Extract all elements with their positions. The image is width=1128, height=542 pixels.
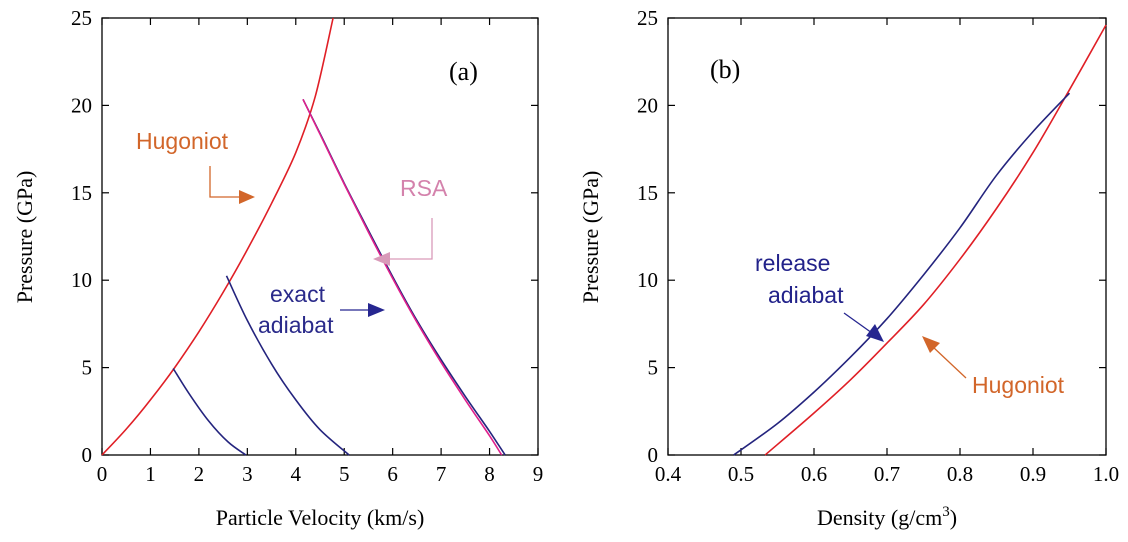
y-tick-label-a-1: 5 bbox=[82, 356, 93, 380]
series-line-a-1-0 bbox=[172, 368, 247, 456]
y-tick-label-a-2: 10 bbox=[71, 268, 92, 292]
annotation-rsa-a: RSA bbox=[400, 175, 448, 201]
curves-a bbox=[101, 17, 506, 456]
y-tick-label-a-3: 15 bbox=[71, 181, 92, 205]
x-tick-label-a-5: 5 bbox=[339, 462, 350, 486]
panel-label-b: (b) bbox=[710, 55, 740, 84]
y-axis-label-b: Pressure (GPa) bbox=[578, 171, 603, 304]
panel-label-a: (a) bbox=[449, 57, 478, 86]
chart-panel-a: 0 1 2 3 4 5 6 7 8 9 0 5 10 15 20 25 (a) Particle Veloci… bbox=[12, 6, 543, 530]
arrow-rsa-a bbox=[388, 218, 433, 260]
x-axis-label-b-sup: 3 bbox=[942, 504, 950, 520]
x-tick-label-b-5: 0.9 bbox=[1020, 462, 1046, 486]
plot-frame-a bbox=[101, 17, 539, 456]
annotation-release-b: release bbox=[755, 250, 830, 276]
ticks-a: 0 1 2 3 4 5 6 7 8 9 0 5 10 15 20 25 bbox=[71, 6, 543, 486]
arrowhead-hugoniot-b bbox=[922, 336, 940, 353]
x-axis-label-b-suffix: ) bbox=[950, 505, 957, 530]
x-tick-label-b-6: 1.0 bbox=[1093, 462, 1119, 486]
series-line-a-1-1 bbox=[225, 275, 350, 456]
arrow-hugoniot-a bbox=[209, 166, 245, 198]
x-axis-label-b-main: Density (g/cm bbox=[817, 505, 942, 530]
y-tick-label-a-5: 25 bbox=[71, 6, 92, 30]
x-tick-label-b-4: 0.8 bbox=[947, 462, 973, 486]
y-tick-label-b-4: 20 bbox=[637, 93, 658, 117]
x-tick-label-a-0: 0 bbox=[97, 462, 108, 486]
arrow-hugoniot-b bbox=[932, 346, 967, 379]
x-axis-label-b: Density (g/cm3) bbox=[817, 504, 957, 530]
y-tick-label-b-5: 25 bbox=[637, 6, 658, 30]
x-tick-label-a-6: 6 bbox=[387, 462, 398, 486]
arrow-release-b bbox=[843, 312, 873, 334]
y-tick-label-b-3: 15 bbox=[637, 181, 658, 205]
x-tick-label-b-3: 0.7 bbox=[874, 462, 900, 486]
series-line-a-0-0 bbox=[101, 17, 334, 456]
chart-panel-b: 0.4 0.5 0.6 0.7 0.8 0.9 1.0 0 5 10 15 20 25 (b) Dens… bbox=[578, 6, 1119, 530]
arrowhead-rsa-a bbox=[373, 252, 390, 266]
series-line-b-1-0 bbox=[733, 92, 1071, 456]
x-tick-label-b-1: 0.5 bbox=[728, 462, 754, 486]
x-tick-label-a-2: 2 bbox=[194, 462, 205, 486]
y-tick-label-b-0: 0 bbox=[648, 443, 659, 467]
x-tick-label-a-4: 4 bbox=[291, 462, 302, 486]
x-tick-label-a-8: 8 bbox=[484, 462, 495, 486]
x-tick-label-a-9: 9 bbox=[533, 462, 544, 486]
x-tick-label-b-0: 0.4 bbox=[655, 462, 682, 486]
y-tick-label-b-1: 5 bbox=[648, 356, 659, 380]
y-tick-label-b-2: 10 bbox=[637, 268, 658, 292]
curves-b bbox=[733, 24, 1107, 456]
y-axis-label-a: Pressure (GPa) bbox=[12, 171, 37, 304]
x-tick-label-a-1: 1 bbox=[145, 462, 156, 486]
arrowhead-hugoniot-a bbox=[239, 190, 255, 204]
x-tick-label-b-2: 0.6 bbox=[801, 462, 827, 486]
annotation-hugoniot-a: Hugoniot bbox=[136, 128, 229, 154]
x-tick-label-a-7: 7 bbox=[436, 462, 447, 486]
annotation-exact-a: exact bbox=[270, 281, 326, 307]
annotation-adiabat-a: adiabat bbox=[258, 312, 334, 338]
x-axis-label-a: Particle Velocity (km/s) bbox=[216, 505, 425, 530]
series-line-a-1-2 bbox=[302, 98, 506, 456]
arrowhead-exact-a bbox=[368, 303, 385, 317]
y-tick-label-a-4: 20 bbox=[71, 93, 92, 117]
y-tick-label-a-0: 0 bbox=[82, 443, 93, 467]
annotation-hugoniot-b: Hugoniot bbox=[972, 372, 1065, 398]
series-line-a-2-0 bbox=[302, 98, 503, 456]
ticks-b: 0.4 0.5 0.6 0.7 0.8 0.9 1.0 0 5 10 15 20 25 bbox=[637, 6, 1119, 486]
series-line-b-0-0 bbox=[764, 24, 1107, 456]
annotation-adiabat-b: adiabat bbox=[768, 282, 844, 308]
arrowhead-release-b bbox=[866, 324, 884, 342]
x-tick-label-a-3: 3 bbox=[242, 462, 253, 486]
